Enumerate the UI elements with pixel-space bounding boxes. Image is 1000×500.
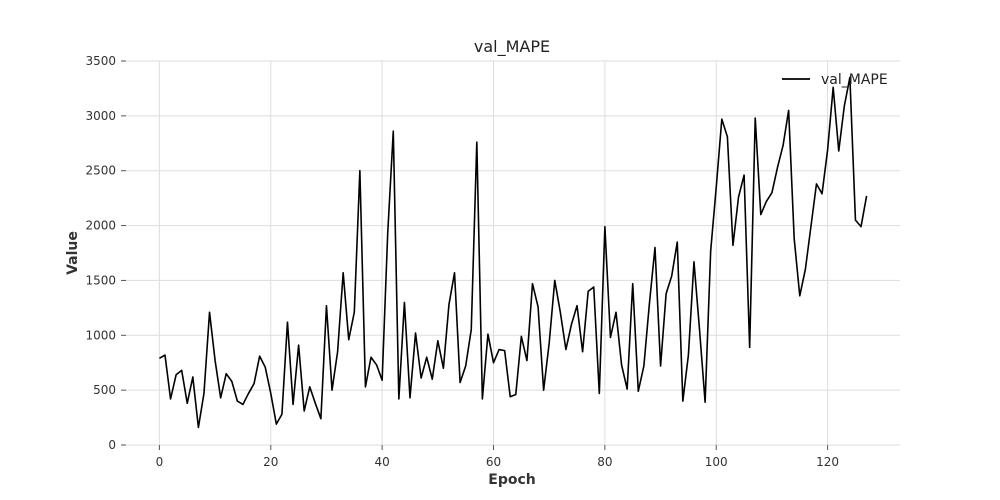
legend: val_MAPE — [782, 72, 888, 88]
axis-ticks: 0 500 1000 1500 2000 2500 3000 3500 0 20 40 60 80 100… — [85, 54, 839, 469]
chart-title: val_MAPE — [474, 37, 550, 57]
x-tick-label: 60 — [486, 455, 501, 469]
y-tick-label: 3000 — [85, 109, 116, 123]
y-axis-title: Value — [65, 231, 81, 275]
y-tick-label: 3500 — [85, 54, 116, 68]
x-axis-title: Epoch — [488, 472, 535, 488]
grid — [126, 60, 900, 446]
x-tick-label: 100 — [705, 455, 728, 469]
y-tick-label: 2000 — [85, 219, 116, 233]
y-tick-label: 2500 — [85, 164, 116, 178]
y-tick-label: 1500 — [85, 273, 116, 287]
x-tick-label: 0 — [156, 455, 164, 469]
y-tick-label: 500 — [93, 383, 116, 397]
x-tick-label: 40 — [375, 455, 390, 469]
series-group — [159, 76, 868, 429]
x-tick-label: 80 — [597, 455, 612, 469]
x-tick-label: 120 — [816, 455, 839, 469]
y-tick-label: 0 — [108, 438, 116, 452]
legend-label: val_MAPE — [821, 72, 888, 88]
series-line-val-mape — [159, 76, 868, 429]
x-tick-label: 20 — [263, 455, 278, 469]
y-tick-label: 1000 — [85, 328, 116, 342]
